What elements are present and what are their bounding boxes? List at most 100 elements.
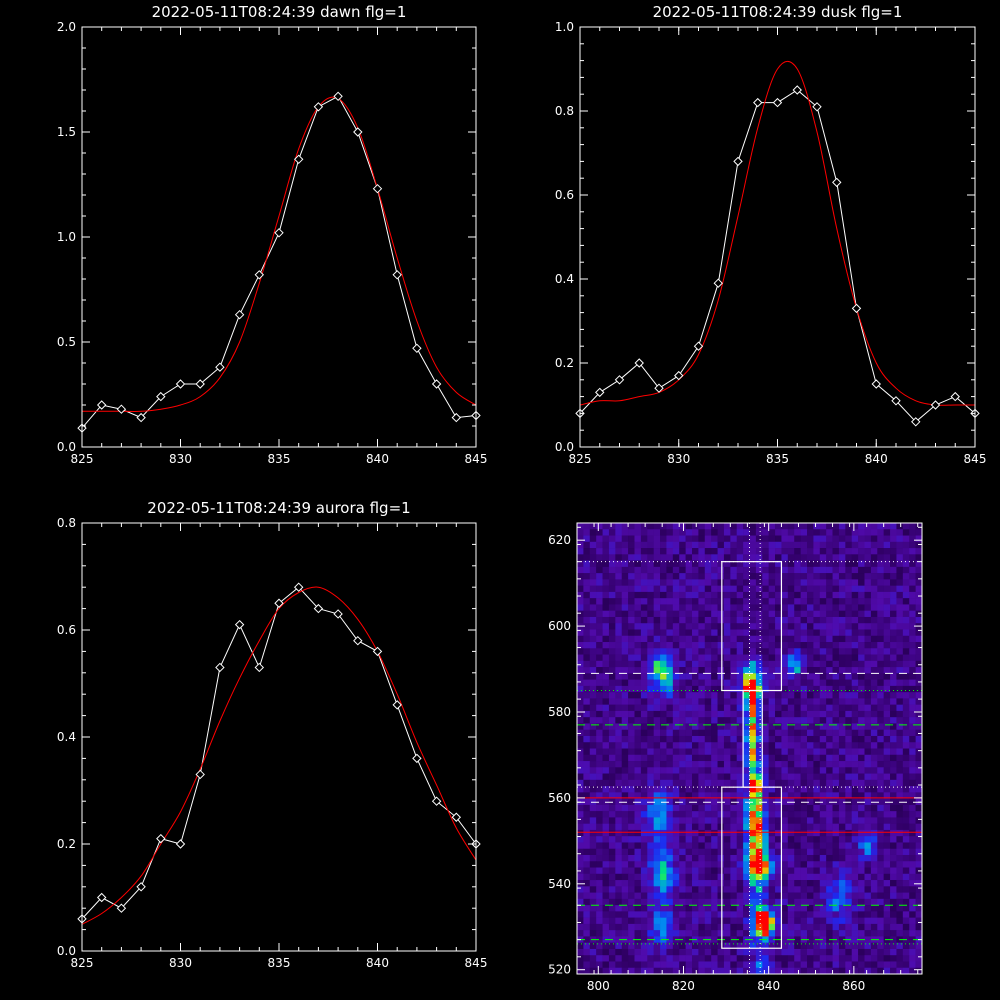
- heatmap-cell: [915, 967, 923, 975]
- heatmap-cell: [883, 710, 891, 718]
- heatmap-cell: [832, 591, 840, 599]
- heatmap-cell: [717, 648, 725, 655]
- heatmap-cell: [647, 923, 654, 931]
- heatmap-cell: [800, 566, 808, 574]
- heatmap-cell: [743, 660, 750, 668]
- heatmap-cell: [711, 598, 718, 605]
- heatmap-cell: [698, 961, 706, 969]
- heatmap-cell: [838, 623, 846, 630]
- heatmap-cell: [858, 623, 865, 630]
- heatmap-cell: [621, 629, 629, 637]
- heatmap-cell: [583, 880, 591, 887]
- heatmap-cell: [838, 723, 846, 730]
- heatmap-cell: [589, 823, 597, 831]
- heatmap-cell: [845, 623, 853, 630]
- heatmap-cell: [864, 773, 872, 781]
- heatmap-cell: [877, 848, 884, 856]
- heatmap-cell: [845, 786, 853, 793]
- heatmap-cell: [915, 710, 923, 718]
- heatmap-cell: [762, 823, 769, 831]
- heatmap-cell: [692, 523, 699, 530]
- heatmap-cell: [768, 748, 776, 756]
- fit-curve: [82, 96, 477, 412]
- heatmap-cell: [672, 604, 680, 611]
- heatmap-cell: [704, 842, 712, 850]
- heatmap-cell: [736, 786, 744, 793]
- heatmap-cell: [883, 923, 891, 931]
- heatmap-cell: [628, 961, 635, 969]
- heatmap-cell: [640, 754, 648, 762]
- heatmap-cell: [775, 786, 782, 793]
- heatmap-cell: [813, 917, 821, 925]
- heatmap-cell: [698, 610, 706, 618]
- heatmap-cell: [692, 930, 699, 937]
- heatmap-cell: [902, 717, 910, 724]
- heatmap-cell: [736, 604, 744, 611]
- heatmap-cell: [640, 548, 648, 555]
- heatmap-cell: [870, 523, 878, 530]
- heatmap-cell: [647, 854, 654, 862]
- heatmap-cell: [851, 548, 859, 555]
- data-point-diamond: [136, 882, 146, 892]
- heatmap-cell: [775, 880, 782, 887]
- heatmap-cell: [781, 610, 789, 618]
- heatmap-cell: [877, 836, 884, 843]
- heatmap-cell: [717, 967, 725, 975]
- heatmap-cell: [653, 742, 661, 749]
- heatmap-cell: [781, 579, 789, 586]
- heatmap-cell: [819, 635, 827, 643]
- heatmap-cell: [666, 792, 674, 799]
- heatmap-cell: [826, 761, 833, 768]
- heatmap-cell: [768, 560, 776, 568]
- heatmap-cell: [883, 685, 891, 693]
- heatmap-cell: [896, 886, 904, 893]
- heatmap-cell: [653, 798, 661, 806]
- heatmap-cell: [640, 604, 648, 611]
- heatmap-cell: [896, 917, 904, 925]
- heatmap-cell: [589, 541, 597, 549]
- heatmap-cell: [692, 660, 699, 668]
- heatmap-cell: [877, 967, 884, 975]
- heatmap-cell: [672, 548, 680, 555]
- heatmap-cell: [577, 585, 584, 593]
- heatmap-cell: [628, 685, 635, 693]
- heatmap-cell: [870, 573, 878, 580]
- heatmap-cell: [730, 792, 738, 799]
- heatmap-cell: [602, 804, 610, 812]
- heatmap-cell: [838, 729, 846, 737]
- heatmap-cell: [653, 548, 661, 555]
- heatmap-cell: [672, 829, 680, 837]
- heatmap-cell: [698, 936, 706, 943]
- heatmap-cell: [608, 892, 616, 900]
- heatmap-cell: [807, 610, 814, 618]
- heatmap-cell: [577, 654, 584, 662]
- heatmap-cell: [858, 685, 865, 693]
- heatmap-cell: [787, 742, 795, 749]
- heatmap-cell: [807, 942, 814, 950]
- heatmap-cell: [698, 748, 706, 756]
- heatmap-cell: [704, 723, 712, 730]
- heatmap-cell: [736, 710, 744, 718]
- heatmap-cell: [749, 761, 757, 768]
- heatmap-cell: [647, 942, 654, 950]
- heatmap-cell: [743, 848, 750, 856]
- heatmap-cell: [704, 861, 712, 868]
- heatmap-cell: [647, 685, 654, 693]
- heatmap-cell: [736, 836, 744, 843]
- heatmap-cell: [672, 923, 680, 931]
- heatmap-cell: [589, 673, 597, 680]
- heatmap-cell: [685, 811, 693, 818]
- heatmap-cell: [698, 704, 706, 712]
- heatmap-cell: [762, 829, 769, 837]
- data-point-diamond: [412, 753, 422, 764]
- heatmap-cell: [864, 742, 872, 749]
- heatmap-cell: [787, 842, 795, 850]
- heatmap-cell: [596, 629, 603, 637]
- heatmap-cell: [717, 654, 725, 662]
- heatmap-cell: [666, 616, 674, 624]
- heatmap-cell: [704, 898, 712, 906]
- heatmap-cell: [781, 642, 789, 649]
- heatmap-cell: [781, 685, 789, 693]
- heatmap-cell: [838, 754, 846, 762]
- heatmap-cell: [794, 942, 801, 950]
